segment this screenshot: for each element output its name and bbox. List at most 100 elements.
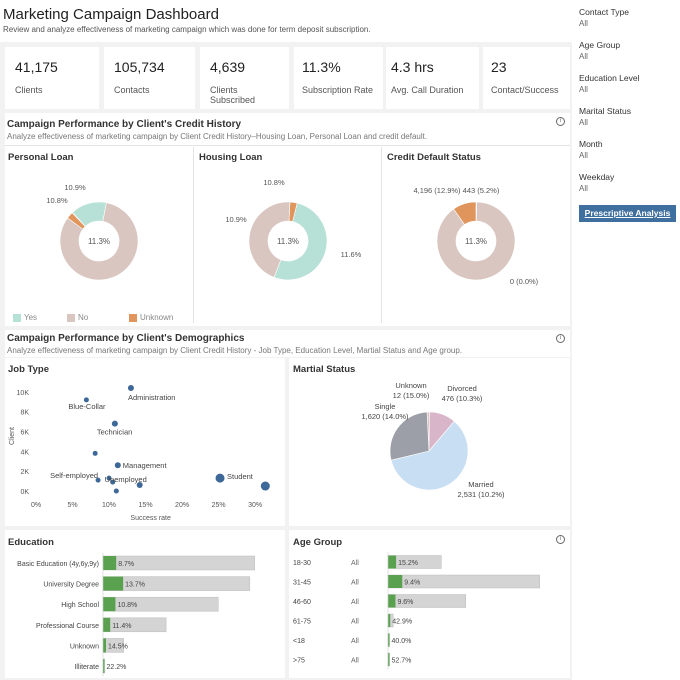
scatter-point-label: Self-employed: [50, 471, 98, 480]
kpi-value: 4.3 hrs: [391, 59, 434, 75]
donut-slice-label: 11.6%: [341, 250, 362, 259]
x-tick-label: 0%: [31, 502, 41, 509]
bar-category-label: High School: [61, 602, 99, 609]
kpi-label: Clients: [15, 85, 43, 95]
bar-category-label: Basic Education (4y,6y,9y): [17, 561, 99, 568]
kpi-label: Subscription Rate: [302, 85, 374, 95]
y-tick-label: 8K: [20, 410, 29, 417]
info-icon[interactable]: i: [556, 334, 565, 343]
bar-value-label: 22.2%: [107, 664, 127, 671]
bar-value-label: 9.4%: [404, 580, 420, 587]
scatter-point: [136, 482, 143, 489]
pie-label-name: Divorced: [447, 384, 477, 393]
filter-value[interactable]: All: [579, 85, 588, 94]
prescriptive-analysis-button[interactable]: Prescriptive Analysis: [579, 205, 676, 222]
pie-label-value: 12 (15.0%): [393, 391, 430, 400]
divider: [381, 147, 382, 323]
header: Marketing Campaign Dashboard Review and …: [0, 0, 572, 42]
pie-slice-single: [389, 411, 430, 461]
martial-status-title: Martial Status: [293, 364, 356, 375]
education-bar-chart: Basic Education (4y,6y,9y) 8.7% University…: [17, 552, 255, 677]
donut-slice-label: 4,196 (12.9%): [413, 186, 461, 195]
filter-value[interactable]: All: [579, 19, 588, 28]
x-tick-label: 30%: [248, 502, 262, 509]
x-axis-label: Success rate: [130, 515, 171, 522]
donut-slice-label: 0 (0.0%): [510, 277, 539, 286]
scatter-point-label: Blue-Collar: [68, 402, 106, 411]
filter-education-level[interactable]: Education Level All: [579, 73, 679, 94]
legend-label: No: [78, 313, 89, 322]
kpi-call-duration: 4.3 hrs Avg. Call Duration: [386, 47, 479, 109]
scatter-point: [83, 397, 89, 403]
y-axis-label: Client: [9, 427, 16, 445]
kpi-contact-success: 23 Contact/Success: [483, 47, 570, 109]
education-panel: Education Basic Education (4y,6y,9y) 8.7%…: [5, 530, 285, 678]
section-title: Campaign Performance by Client's Credit …: [7, 119, 242, 130]
pie-slice-married: [390, 420, 469, 491]
filter-label: Age Group: [579, 40, 621, 50]
filter-label: Contact Type: [579, 7, 629, 17]
scatter-point: [215, 473, 225, 483]
filter-value[interactable]: All: [579, 151, 588, 160]
bar-category-label: 46-60: [293, 599, 311, 606]
scatter-point: [260, 481, 270, 491]
bar-value-label: 40.0%: [392, 638, 412, 645]
x-tick-label: 5%: [67, 502, 77, 509]
bar-success: [388, 633, 390, 647]
donut-slice-label: 443 (5.2%): [463, 186, 500, 195]
filter-value[interactable]: All: [579, 118, 588, 127]
filter-value[interactable]: All: [579, 52, 588, 61]
bar-category-label: <18: [293, 638, 305, 645]
education-title: Education: [8, 537, 54, 548]
info-icon[interactable]: i: [556, 117, 565, 126]
filter-age-group[interactable]: Age Group All: [579, 40, 679, 61]
page-subtitle: Review and analyze effectiveness of mark…: [3, 25, 371, 34]
credit-default-title: Credit Default Status: [387, 152, 481, 163]
info-icon[interactable]: i: [556, 535, 565, 544]
pie-label-value: 476 (10.3%): [442, 394, 483, 403]
filter-weekday[interactable]: Weekday All: [579, 172, 679, 193]
bar-success: [103, 597, 116, 612]
x-tick-label: 15%: [139, 502, 153, 509]
scatter-point: [92, 450, 98, 456]
donut-slice-no: [436, 201, 516, 281]
bar-value-label: 14.5%: [108, 643, 128, 650]
filter-label: Education Level: [579, 73, 640, 83]
y-tick-label: 4K: [20, 449, 29, 456]
filter-contact-type[interactable]: Contact Type All: [579, 7, 679, 28]
bar-success: [103, 617, 111, 632]
x-tick-label: 25%: [212, 502, 226, 509]
donut-slice-label: 10.9%: [64, 183, 86, 192]
kpi-value: 4,639: [210, 59, 246, 75]
bar-category-label: University Degree: [43, 582, 99, 589]
filter-value[interactable]: All: [579, 184, 588, 193]
donut-slice-no: [248, 201, 291, 278]
divider: [193, 147, 194, 323]
age-group-title: Age Group: [293, 537, 343, 548]
bar-category-label: 61-75: [293, 619, 311, 626]
kpi-label: Avg. Call Duration: [391, 85, 464, 95]
legend-swatch: [67, 313, 75, 322]
bar-segment-label: All: [351, 658, 359, 665]
filter-marital-status[interactable]: Marital Status All: [579, 106, 679, 127]
filter-month[interactable]: Month All: [579, 139, 679, 160]
donut-center-label: 11.3%: [465, 237, 487, 246]
legend-swatch: [13, 313, 21, 322]
age-group-panel: Age Group i 18-30 All 15.2% 31-45 All 9.4% 46-…: [289, 530, 570, 678]
kpi-value: 11.3%: [302, 59, 341, 75]
scatter-point-label: Student: [227, 472, 254, 481]
bar-value-label: 11.4%: [112, 623, 131, 630]
divider: [5, 145, 570, 146]
bar-success: [103, 576, 124, 591]
scatter-point: [111, 420, 118, 427]
kpi-contacts: 105,734 Contacts: [104, 47, 195, 109]
filter-label: Marital Status: [579, 106, 631, 116]
bar-success: [388, 555, 397, 569]
bar-success: [388, 653, 390, 666]
bar-value-label: 13.7%: [125, 582, 145, 589]
pie-label-name: Unknown: [395, 381, 426, 390]
bar-category-label: 31-45: [293, 580, 311, 587]
donut-slice-label: 10.8%: [263, 178, 285, 187]
pie-label-value: 1,620 (14.0%): [361, 412, 409, 421]
